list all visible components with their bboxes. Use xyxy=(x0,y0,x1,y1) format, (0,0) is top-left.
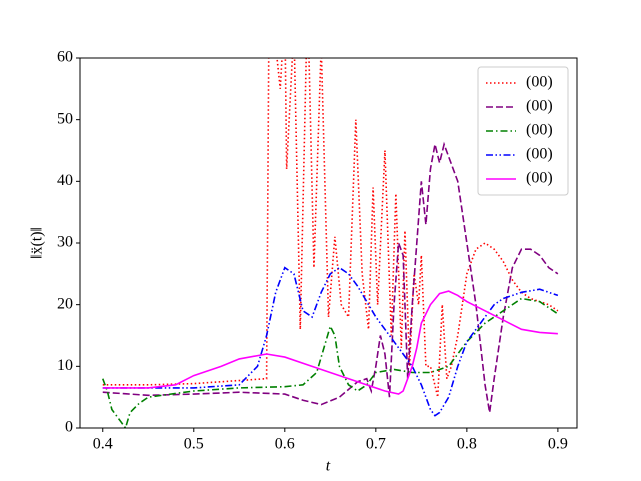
x-tick-label: 0.6 xyxy=(275,436,295,453)
legend-label: (00) xyxy=(526,74,553,91)
y-tick-label: 40 xyxy=(57,172,73,189)
x-tick-label: 0.7 xyxy=(366,436,386,453)
x-tick-label: 0.5 xyxy=(184,436,204,453)
series-line xyxy=(102,58,559,398)
series-line xyxy=(102,290,558,395)
y-tick-label: 60 xyxy=(57,49,73,66)
legend-label: (00) xyxy=(526,146,553,163)
x-axis-label: t xyxy=(326,458,331,475)
series-line xyxy=(102,266,559,417)
y-tick-label: 10 xyxy=(57,357,73,374)
y-tick-label: 20 xyxy=(57,295,73,312)
legend-label: (00) xyxy=(526,122,553,139)
y-tick-label: 0 xyxy=(65,419,73,436)
x-tick-label: 0.9 xyxy=(548,436,568,453)
x-tick-label: 0.8 xyxy=(457,436,477,453)
y-tick-label: 50 xyxy=(57,110,73,127)
x-tick-label: 0.4 xyxy=(93,436,113,453)
legend-label: (00) xyxy=(526,98,553,115)
legend-box xyxy=(477,66,569,196)
y-tick-label: 30 xyxy=(57,234,73,251)
plot-area xyxy=(102,58,559,428)
series-line xyxy=(102,141,559,413)
y-axis-label: ‖ẍ(t)‖ xyxy=(29,227,46,259)
legend-label: (00) xyxy=(526,170,553,187)
